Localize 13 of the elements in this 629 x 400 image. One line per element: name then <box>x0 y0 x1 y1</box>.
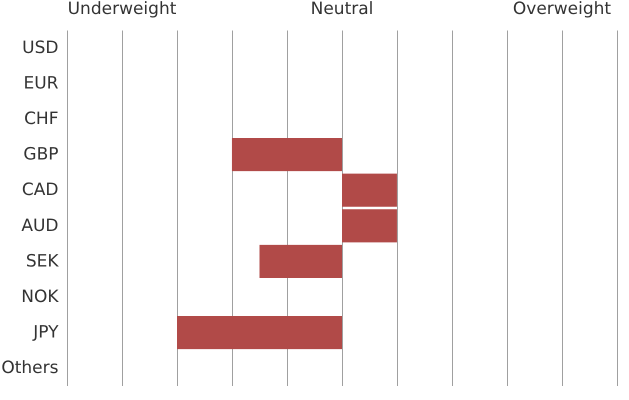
y-tick-label: CAD <box>22 180 58 200</box>
text: Overweight <box>512 0 612 19</box>
y-tick-label: AUD <box>21 216 58 236</box>
y-tick-label: GBP <box>23 144 58 165</box>
y-tick-label: JPY <box>32 322 60 343</box>
y-tick-label: EUR <box>24 73 59 94</box>
y-tick-label: CHF <box>24 109 58 129</box>
y-tick-label: Others <box>1 358 59 378</box>
text: Underweight <box>68 0 177 19</box>
y-tick-label: NOK <box>21 287 60 307</box>
y-tick-label: SEK <box>26 251 60 272</box>
y-tick-label: USD <box>22 38 58 58</box>
text: Neutral <box>310 0 374 19</box>
